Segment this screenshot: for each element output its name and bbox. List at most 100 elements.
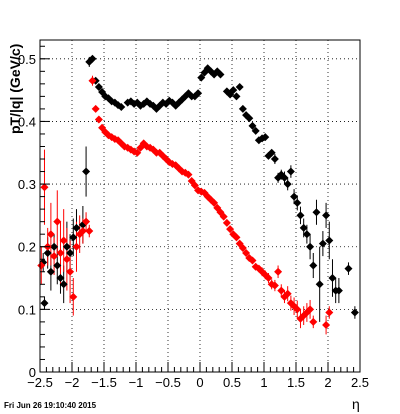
- x-tick-label: 1.5: [287, 375, 305, 390]
- data-point-black: [251, 126, 260, 135]
- data-points: [37, 54, 359, 330]
- data-point-red: [283, 289, 292, 298]
- data-point-black: [245, 114, 254, 123]
- data-point-red: [98, 123, 107, 132]
- data-point-black: [94, 82, 103, 91]
- data-point-red: [53, 217, 62, 226]
- y-tick-label: 0.3: [18, 177, 36, 192]
- data-point-red: [226, 225, 235, 234]
- data-point-black: [315, 280, 324, 289]
- data-point-red: [325, 308, 334, 317]
- data-point-black: [62, 242, 71, 251]
- data-point-red: [133, 148, 142, 157]
- data-point-black: [286, 167, 295, 176]
- data-point-red: [91, 104, 100, 113]
- data-point-black: [302, 230, 311, 239]
- x-tick-label: −0.5: [155, 375, 181, 390]
- data-point-red: [270, 281, 279, 290]
- data-point-black: [194, 89, 203, 98]
- data-point-black: [50, 242, 59, 251]
- data-point-black: [267, 148, 276, 157]
- data-point-red: [59, 236, 68, 245]
- y-tick-labels: 0 0.1 0.2 0.3 0.4 0.5: [18, 52, 36, 380]
- y-tick-label: 0.5: [18, 52, 36, 67]
- data-point-red: [94, 115, 103, 124]
- data-point-black: [66, 248, 75, 257]
- data-point-black: [312, 208, 321, 217]
- data-point-black: [261, 133, 270, 142]
- data-point-black: [88, 54, 97, 63]
- data-point-red: [184, 170, 193, 179]
- data-point-red: [232, 233, 241, 242]
- data-point-black: [293, 198, 302, 207]
- data-point-red: [293, 305, 302, 314]
- data-point-red: [242, 248, 251, 257]
- y-tick-label: 0.1: [18, 302, 36, 317]
- data-point-black: [290, 192, 299, 201]
- data-point-red: [56, 248, 65, 257]
- data-point-black: [43, 248, 52, 257]
- data-point-black: [59, 280, 68, 289]
- data-point-black: [334, 286, 343, 295]
- data-point-red: [274, 267, 283, 276]
- data-point-red: [222, 218, 231, 227]
- data-point-black: [46, 267, 55, 276]
- data-point-black: [306, 242, 315, 251]
- data-point-black: [344, 264, 353, 273]
- data-point-black: [72, 223, 81, 232]
- data-point-red: [210, 198, 219, 207]
- data-point-black: [309, 261, 318, 270]
- x-tick-label: 0: [196, 375, 203, 390]
- x-tick-labels: −2.5 −2 −1.5 −1 −0.5 0 0.5 1 1.5 2 2.5: [27, 375, 369, 390]
- data-point-black: [350, 308, 359, 317]
- data-point-black: [56, 274, 65, 283]
- x-tick-label: 1: [260, 375, 267, 390]
- data-point-red: [69, 292, 78, 301]
- data-point-black: [248, 121, 257, 130]
- data-point-black: [280, 173, 289, 182]
- data-point-red: [82, 217, 91, 226]
- grid-lines: [40, 40, 360, 372]
- data-point-black: [328, 274, 337, 283]
- data-point-black: [318, 239, 327, 248]
- timestamp: Fri Jun 26 19:10:40 2015: [4, 401, 97, 410]
- data-point-red: [219, 212, 228, 221]
- data-point-red: [37, 261, 46, 270]
- x-tick-label: −2: [65, 375, 80, 390]
- data-point-black: [53, 261, 62, 270]
- data-point-red: [40, 183, 49, 192]
- y-tick-label: 0: [29, 365, 36, 380]
- data-point-black: [238, 104, 247, 113]
- data-point-red: [309, 317, 318, 326]
- data-point-red: [277, 286, 286, 295]
- x-tick-label: −1.5: [91, 375, 117, 390]
- data-point-black: [296, 211, 305, 220]
- data-point-black: [69, 233, 78, 242]
- x-axis-title: η: [352, 396, 360, 412]
- data-point-red: [248, 256, 257, 265]
- data-point-black: [229, 86, 238, 95]
- x-tick-label: 2: [324, 375, 331, 390]
- data-point-black: [216, 70, 225, 79]
- x-tick-label: −1: [129, 375, 144, 390]
- data-point-black: [40, 299, 49, 308]
- y-axis-title: pT/|q| (GeV/c): [7, 44, 23, 134]
- data-point-black: [117, 103, 126, 112]
- data-point-red: [190, 181, 199, 190]
- data-point-red: [88, 76, 97, 85]
- data-point-black: [283, 180, 292, 189]
- y-tick-label: 0.4: [18, 114, 36, 129]
- data-point-red: [85, 227, 94, 236]
- data-point-red: [50, 252, 59, 261]
- x-tick-label: −2.5: [27, 375, 53, 390]
- data-point-black: [232, 92, 241, 101]
- x-tick-label: 2.5: [351, 375, 369, 390]
- axis-ticks: [39, 45, 361, 373]
- data-point-red: [322, 321, 331, 330]
- data-point-red: [238, 243, 247, 252]
- data-point-black: [322, 211, 331, 220]
- data-point-black: [299, 223, 308, 232]
- data-point-red: [306, 305, 315, 314]
- data-point-black: [82, 167, 91, 176]
